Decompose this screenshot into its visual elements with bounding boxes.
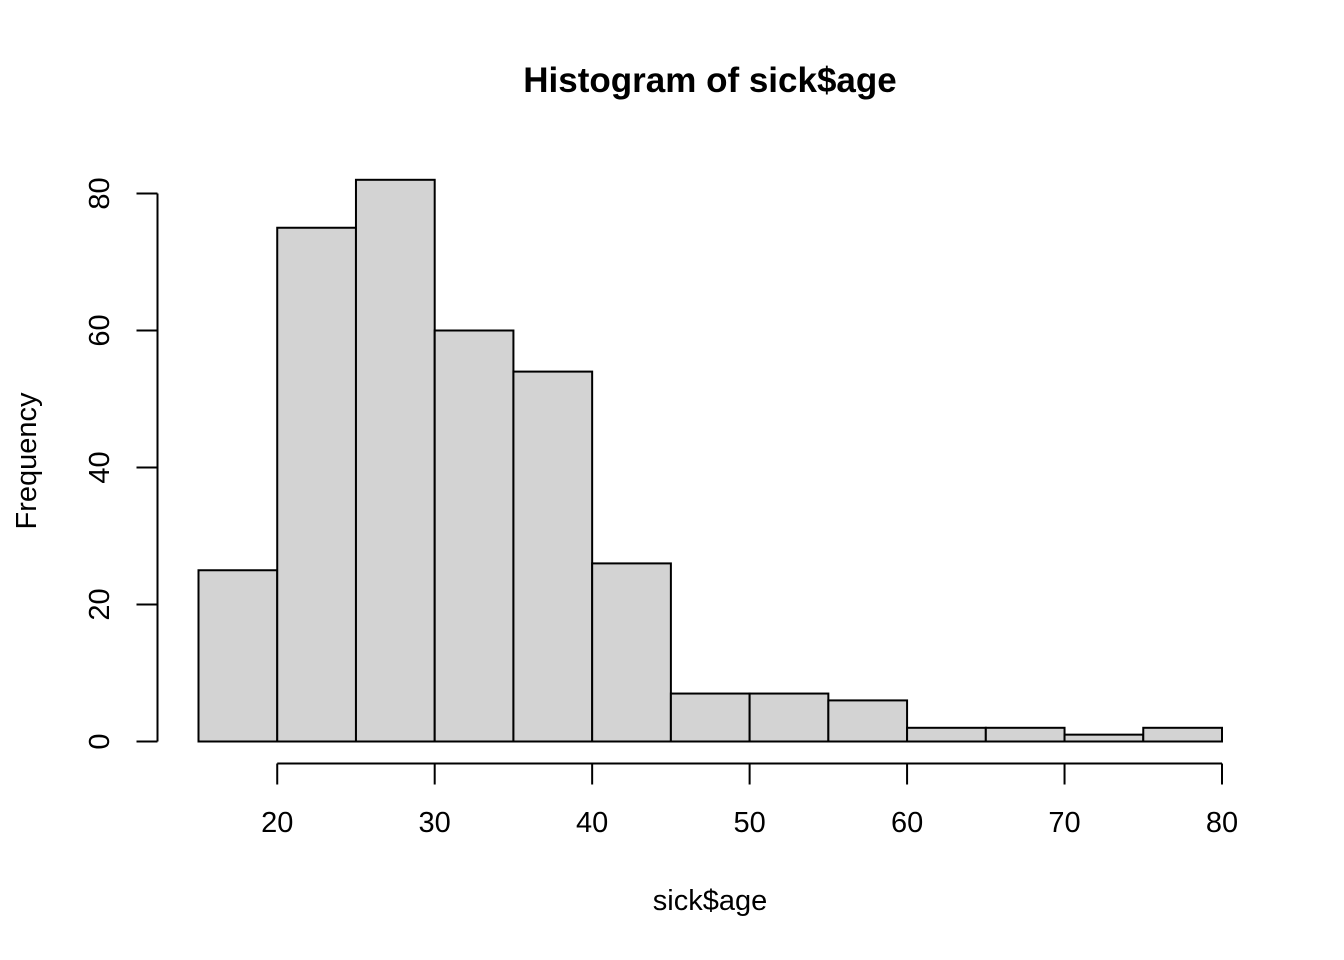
histogram-bar — [197, 569, 279, 743]
histogram-bar — [827, 699, 909, 743]
y-tick-label: 60 — [84, 314, 116, 346]
x-tick-label: 30 — [419, 807, 451, 839]
x-tick-label: 60 — [891, 807, 923, 839]
x-tick-label: 50 — [733, 807, 765, 839]
histogram-bar — [984, 726, 1066, 743]
histogram-bar — [669, 692, 751, 743]
y-tick-label: 40 — [84, 451, 116, 483]
x-axis-label: sick$age — [653, 885, 767, 917]
histogram-bar — [1063, 733, 1145, 743]
x-tick-label: 20 — [261, 807, 293, 839]
y-axis: 0 20 40 60 80 — [84, 177, 159, 750]
histogram-bar — [512, 370, 594, 743]
y-tick-label: 80 — [84, 177, 116, 209]
histogram-bar — [1142, 726, 1224, 743]
histogram-bar — [748, 692, 830, 743]
x-tick-label: 80 — [1206, 807, 1238, 839]
histogram-bar — [276, 226, 357, 743]
y-tick-label: 20 — [84, 588, 116, 620]
histogram-bar — [591, 562, 672, 743]
y-tick-label: 0 — [84, 733, 116, 749]
x-tick-label: 40 — [576, 807, 608, 839]
chart-title: Histogram of sick$age — [523, 61, 896, 100]
histogram-bar — [354, 178, 436, 743]
x-axis: 20 30 40 50 60 70 80 — [261, 762, 1238, 839]
y-axis-label: Frequency — [11, 392, 43, 530]
histogram-bar — [906, 726, 987, 743]
histogram-bar — [433, 329, 515, 743]
x-tick-label: 70 — [1048, 807, 1080, 839]
bars-group — [197, 178, 1224, 743]
